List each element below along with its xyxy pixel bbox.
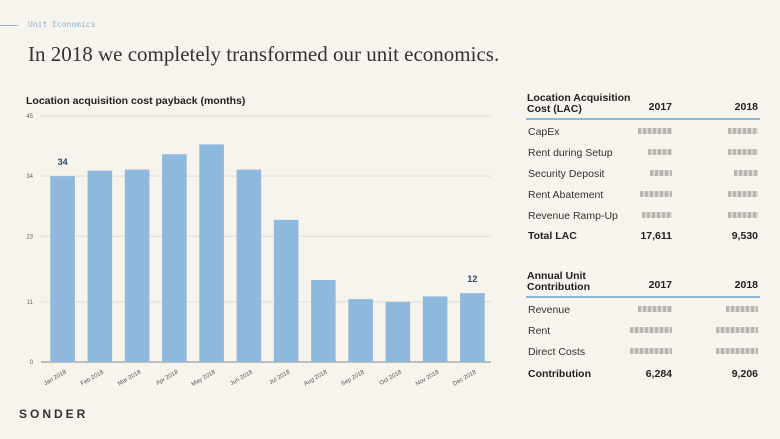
redacted-value (728, 143, 758, 164)
bar (348, 299, 373, 362)
bar (460, 293, 485, 362)
unit-contribution-table: Annual Unit Contribution 2017 2018 Reven… (526, 267, 760, 383)
x-tick-label: Dec 2018 (452, 369, 478, 387)
bar (199, 144, 224, 362)
table-row: Direct Costs (526, 342, 760, 363)
x-tick-label: Apr 2018 (155, 369, 180, 387)
redacted-value (630, 342, 672, 363)
table-row: Rent during Setup (526, 143, 760, 164)
bar (422, 296, 448, 362)
table-total-row: Total LAC 17,611 9,530 (526, 227, 760, 245)
lac-header-2018: 2018 (734, 101, 758, 113)
redacted-value (642, 206, 672, 227)
table-row: Security Deposit (526, 164, 760, 185)
x-tick-label: Mar 2018 (117, 369, 143, 387)
payback-bar-chart: 0 11 23 34 45 34 Jan 2018 Feb 2018 Mar 2018 Apr 2… (26, 114, 491, 388)
row-label: Rent during Setup (528, 147, 613, 159)
redacted-value (716, 321, 758, 342)
bar (385, 301, 411, 362)
x-tick-label: Jan 2018 (43, 369, 68, 387)
x-tick-label: May 2018 (191, 369, 217, 388)
sonder-logo: SONDER (19, 407, 89, 421)
lac-header-2017: 2017 (648, 101, 672, 113)
x-tick-label: Sep 2018 (340, 369, 366, 387)
x-tick-label: Oct 2018 (379, 369, 404, 387)
bar-data-label: 34 (58, 157, 68, 167)
redacted-value (638, 122, 672, 143)
y-tick-label: 0 (30, 360, 34, 366)
table-total-row: Contribution 6,284 9,206 (526, 365, 760, 383)
y-tick-label: 45 (26, 114, 33, 120)
y-tick-label: 11 (27, 300, 34, 306)
row-label: Rent (528, 325, 551, 337)
table-row: Revenue Ramp-Up (526, 206, 760, 227)
bar (50, 176, 75, 362)
x-tick-label: Jul 2018 (268, 369, 291, 386)
redacted-value (630, 321, 672, 342)
total-2018: 9,206 (731, 368, 758, 380)
table-row: CapEx (526, 122, 760, 143)
redacted-value (648, 143, 672, 164)
y-tick-label: 34 (26, 174, 33, 180)
total-2018: 9,530 (731, 230, 758, 242)
lac-table: Location Acquisition Cost (LAC) 2017 201… (526, 88, 760, 245)
chart-title: Location acquisition cost payback (month… (26, 95, 246, 107)
redacted-value (734, 164, 758, 185)
bar (124, 169, 150, 362)
bar-data-label: 12 (467, 274, 477, 284)
section-accent-line (0, 25, 18, 26)
bar (311, 280, 336, 362)
x-tick-label: Jun 2018 (229, 369, 254, 387)
x-tick-label: Nov 2018 (415, 369, 441, 387)
lac-header-label: Location Acquisition Cost (LAC) (527, 92, 631, 115)
auc-table-header: Annual Unit Contribution 2017 2018 (526, 267, 760, 298)
redacted-value (640, 185, 672, 206)
x-tick-label: Aug 2018 (303, 369, 329, 387)
x-tick-label: Feb 2018 (80, 369, 106, 387)
redacted-value (728, 206, 758, 227)
redacted-value (728, 185, 758, 206)
table-row: Rent (526, 321, 760, 342)
table-row: Revenue (526, 300, 760, 321)
lac-table-header: Location Acquisition Cost (LAC) 2017 201… (526, 88, 760, 120)
row-label: Direct Costs (528, 346, 586, 358)
section-tag: Unit Economics (28, 20, 96, 29)
auc-header-2017: 2017 (648, 279, 672, 291)
redacted-value (650, 164, 672, 185)
total-label: Contribution (528, 368, 591, 380)
auc-header-label: Annual Unit Contribution (527, 270, 590, 293)
row-label: Revenue (528, 304, 571, 316)
row-label: CapEx (528, 126, 560, 138)
row-label: Rent Abatement (528, 189, 604, 201)
redacted-value (728, 122, 758, 143)
total-2017: 17,611 (640, 230, 672, 242)
y-tick-label: 23 (26, 234, 33, 240)
redacted-value (716, 342, 758, 363)
row-label: Revenue Ramp-Up (528, 210, 618, 222)
auc-header-2018: 2018 (734, 279, 758, 291)
bar (162, 154, 187, 362)
redacted-value (638, 300, 672, 321)
redacted-value (726, 300, 758, 321)
bar (236, 169, 262, 362)
bar (273, 219, 299, 362)
total-2017: 6,284 (645, 368, 672, 380)
total-label: Total LAC (528, 230, 577, 242)
page-title: In 2018 we completely transformed our un… (28, 42, 500, 66)
bar (87, 170, 113, 362)
table-row: Rent Abatement (526, 185, 760, 206)
row-label: Security Deposit (528, 168, 605, 180)
